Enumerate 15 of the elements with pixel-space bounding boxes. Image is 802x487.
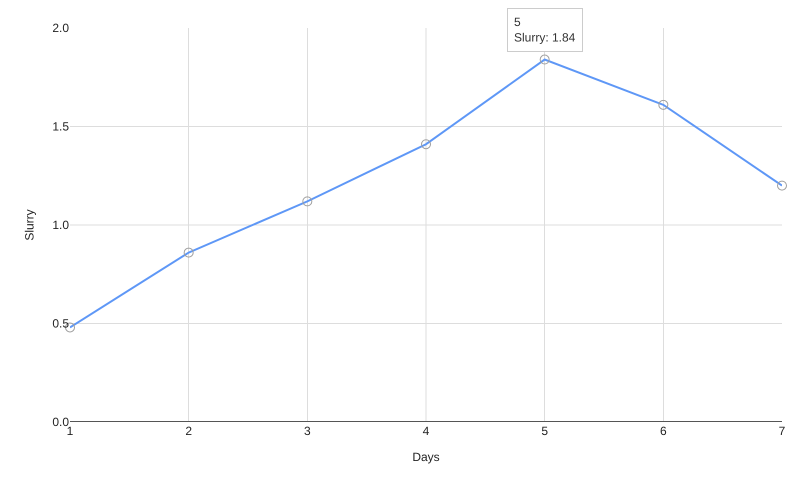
y-tick-label: 0.0 [52, 415, 70, 430]
x-axis-title: Days [412, 450, 440, 464]
x-tick-label: 4 [422, 424, 430, 438]
x-tick-label: 6 [660, 424, 667, 438]
y-tick-label: 1.0 [52, 218, 70, 232]
y-tick-label: 2.0 [52, 21, 70, 36]
y-tick-label: 0.5 [52, 316, 70, 331]
y-axis-title: Slurry [22, 209, 37, 241]
y-tick-label: 1.5 [52, 120, 70, 134]
x-tick-label: 1 [66, 424, 74, 438]
x-tick-label: 7 [778, 424, 786, 438]
x-tick-label: 2 [185, 424, 192, 438]
annotation: 5 Slurry: 1.84 [514, 15, 576, 45]
x-tick-label: 5 [541, 424, 548, 438]
x-tick-label: 3 [304, 424, 311, 438]
